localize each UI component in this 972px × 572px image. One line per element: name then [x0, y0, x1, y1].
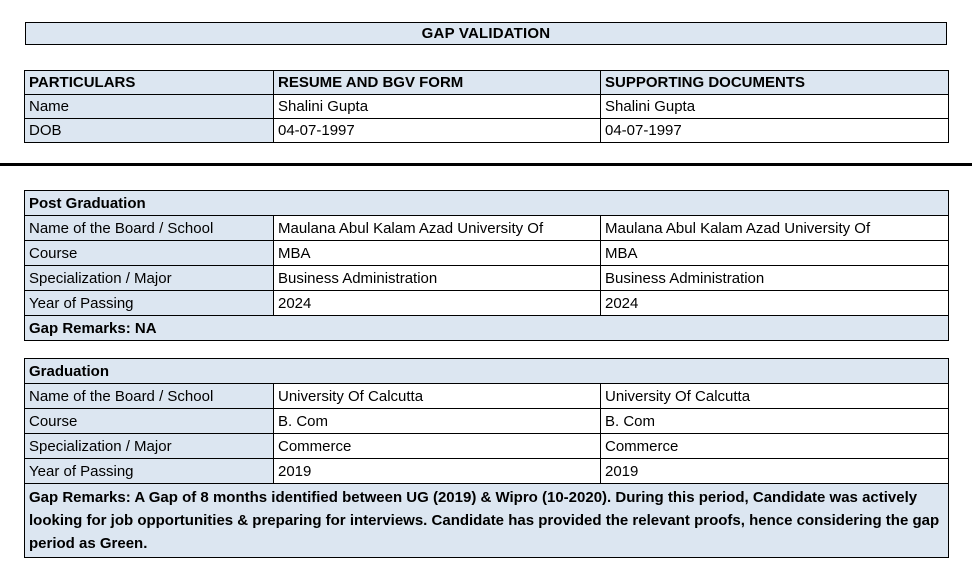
resume-value-cell: Shalini Gupta: [273, 94, 601, 119]
row-label-cell: Course: [24, 408, 274, 434]
table-row-specialization: Specialization / Major Business Administ…: [24, 265, 950, 291]
row-label-cell: DOB: [24, 118, 274, 143]
header-cell-resume-bgv: RESUME AND BGV FORM: [273, 70, 601, 95]
resume-value-cell: University Of Calcutta: [273, 383, 601, 409]
table-row-year-of-passing: Year of Passing 2024 2024: [24, 290, 950, 316]
section-title-row: Post Graduation: [23, 190, 950, 216]
supporting-value-cell: University Of Calcutta: [600, 383, 949, 409]
resume-value-cell: Business Administration: [273, 265, 601, 291]
gap-remarks-row: Gap Remarks: NA: [23, 315, 950, 341]
resume-value-cell: Commerce: [273, 433, 601, 459]
supporting-value-cell: 2019: [600, 458, 949, 484]
gap-remarks-row: Gap Remarks: A Gap of 8 months identifie…: [24, 483, 949, 558]
resume-value-cell: Maulana Abul Kalam Azad University Of: [273, 215, 601, 241]
table-row-board-school: Name of the Board / School Maulana Abul …: [24, 215, 950, 241]
particulars-table: PARTICULARS RESUME AND BGV FORM SUPPORTI…: [24, 70, 949, 143]
header-cell-supporting-docs: SUPPORTING DOCUMENTS: [600, 70, 949, 95]
table-row-dob: DOB 04-07-1997 04-07-1997: [24, 118, 949, 143]
table-row-course: Course MBA MBA: [24, 240, 950, 266]
supporting-value-cell: 2024: [599, 290, 950, 316]
row-label-cell: Specialization / Major: [24, 433, 274, 459]
section-title-cell: Post Graduation: [23, 190, 950, 216]
supporting-value-cell: Business Administration: [599, 265, 950, 291]
supporting-value-cell: B. Com: [600, 408, 949, 434]
resume-value-cell: MBA: [273, 240, 601, 266]
section-title-row: Graduation: [24, 358, 949, 384]
gap-remarks-cell: Gap Remarks: NA: [23, 315, 950, 341]
row-label-cell: Name: [24, 94, 274, 119]
resume-value-cell: 2019: [273, 458, 601, 484]
header-cell-particulars: PARTICULARS: [24, 70, 274, 95]
row-label-cell: Course: [24, 240, 274, 266]
table-row-board-school: Name of the Board / School University Of…: [24, 383, 949, 409]
table-row-specialization: Specialization / Major Commerce Commerce: [24, 433, 949, 459]
graduation-table: Graduation Name of the Board / School Un…: [24, 358, 949, 558]
section-title-cell: Graduation: [24, 358, 949, 384]
row-label-cell: Name of the Board / School: [24, 383, 274, 409]
gap-remarks-cell: Gap Remarks: A Gap of 8 months identifie…: [24, 483, 949, 558]
row-label-cell: Year of Passing: [24, 290, 274, 316]
row-label-cell: Name of the Board / School: [24, 215, 274, 241]
supporting-value-cell: MBA: [599, 240, 950, 266]
table-row-name: Name Shalini Gupta Shalini Gupta: [24, 94, 949, 119]
supporting-value-cell: Shalini Gupta: [600, 94, 949, 119]
resume-value-cell: B. Com: [273, 408, 601, 434]
resume-value-cell: 04-07-1997: [273, 118, 601, 143]
table-row-year-of-passing: Year of Passing 2019 2019: [24, 458, 949, 484]
resume-value-cell: 2024: [273, 290, 601, 316]
row-label-cell: Year of Passing: [24, 458, 274, 484]
section-divider: [0, 163, 972, 166]
row-label-cell: Specialization / Major: [24, 265, 274, 291]
table-row-course: Course B. Com B. Com: [24, 408, 949, 434]
supporting-value-cell: 04-07-1997: [600, 118, 949, 143]
document-title: GAP VALIDATION: [25, 22, 947, 45]
supporting-value-cell: Commerce: [600, 433, 949, 459]
supporting-value-cell: Maulana Abul Kalam Azad University Of: [599, 215, 950, 241]
table-header-row: PARTICULARS RESUME AND BGV FORM SUPPORTI…: [24, 70, 949, 95]
post-graduation-table: Post Graduation Name of the Board / Scho…: [23, 190, 950, 341]
